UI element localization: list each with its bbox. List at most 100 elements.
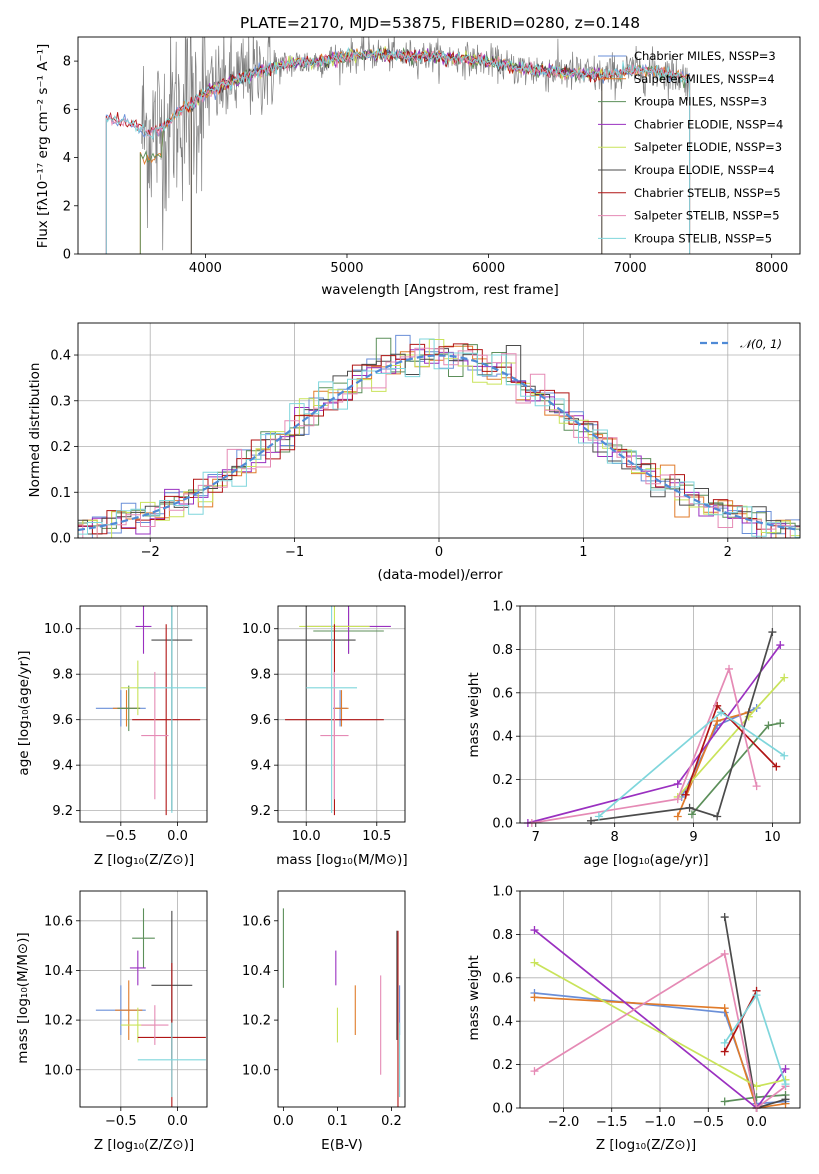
mass-vs-ebv-ytick-label: 10.2 [242, 1014, 271, 1029]
weight-vs-z-marker [752, 1082, 761, 1091]
weight-vs-z-ytick-label: 0.0 [492, 1102, 513, 1117]
weight-vs-z-panel: mass weight Z [log₁₀(Z/Z⊙)] [466, 955, 696, 1153]
weight-vs-age-ylabel: mass weight [466, 672, 482, 757]
mass-vs-z-ytick-label: 10.6 [44, 914, 73, 929]
legend-entry: Chabrier ELODIE, NSSP=4 [634, 117, 783, 131]
weight-vs-z-line [534, 996, 786, 1109]
weight-vs-age-marker [713, 717, 722, 726]
mass-vs-ebv-ytick-label: 10.4 [242, 964, 271, 979]
weight-vs-age-marker [772, 762, 781, 771]
age-vs-mass-ytick-label: 9.8 [250, 668, 271, 683]
weight-vs-age-xtick-label: 10 [764, 830, 781, 845]
weight-vs-age-ytick-label: 0.6 [492, 686, 513, 701]
weight-vs-age-marker [681, 790, 690, 799]
weight-vs-age-marker [780, 673, 789, 682]
weight-vs-z-series [530, 913, 790, 1112]
weight-vs-z-line [534, 952, 787, 1110]
histogram-frame [77, 322, 801, 539]
legend-entry: Salpeter STELIB, NSSP=5 [634, 209, 780, 223]
mass-vs-z-ytick-label: 10.0 [44, 1063, 73, 1078]
weight-vs-age-ytick-label: 0.4 [492, 730, 513, 745]
weight-vs-z-marker [530, 958, 539, 967]
weight-vs-age-marker [673, 779, 682, 788]
weight-vs-z-xtick-label: −1.5 [596, 1115, 628, 1130]
mass-vs-z-plot-area [95, 908, 206, 1107]
histogram-ytick-label: 0.1 [50, 486, 71, 501]
weight-vs-z-frame [519, 890, 801, 1109]
weight-vs-age-marker [713, 812, 722, 821]
weight-vs-age-marker [685, 803, 694, 812]
mass-vs-ebv-ytick-label: 10.6 [242, 914, 271, 929]
age-vs-z-xtick-label: 0.0 [167, 829, 188, 844]
weight-vs-age-ytick-label: 0.0 [492, 817, 513, 832]
mass-vs-z-ylabel: mass [log₁₀(M/M⊙)] [15, 932, 31, 1063]
weight-vs-z-marker [781, 1080, 790, 1089]
mass-vs-z-frame [79, 890, 208, 1108]
histogram-ytick-label: 0.3 [50, 394, 71, 409]
weight-vs-z-ytick-label: 1.0 [492, 885, 513, 900]
weight-vs-age-panel: mass weight age [log₁₀(age/yr)] [466, 672, 709, 868]
weight-vs-age-marker [764, 721, 773, 730]
spectrum-lines [105, 37, 691, 254]
weight-vs-age-marker [717, 708, 726, 717]
weight-vs-age-marker [752, 782, 761, 791]
legend-entry: Chabrier MILES, NSSP=3 [634, 49, 776, 63]
spectrum-ytick-label: 6 [63, 103, 71, 118]
spectrum-model-line [105, 49, 691, 254]
histogram-axes: −2 −1 0 1 2 0.0 0.1 0.2 0.3 0.4 [50, 323, 800, 560]
spectrum-xtick-label: 6000 [472, 261, 505, 276]
age-vs-mass-points [278, 606, 391, 816]
mass-vs-z-ytick-label: 10.2 [44, 1014, 73, 1029]
weight-vs-z-marker [781, 1064, 790, 1073]
mass-vs-z-xtick-label: 0.0 [167, 1114, 188, 1129]
spectrum-ytick-label: 0 [63, 248, 71, 263]
legend-entry: Salpeter MILES, NSSP=4 [634, 72, 775, 86]
spectrum-ytick-label: 2 [63, 199, 71, 214]
age-vs-mass-ytick-label: 9.2 [250, 804, 271, 819]
weight-vs-age-marker [776, 719, 785, 728]
weight-vs-age-ytick-label: 1.0 [492, 600, 513, 615]
mass-vs-ebv-panel: E(B-V) [321, 1137, 363, 1153]
spectrum-legend: Chabrier MILES, NSSP=3 Salpeter MILES, NS… [598, 49, 783, 245]
weight-vs-z-ylabel: mass weight [466, 955, 482, 1040]
weight-vs-z-line [723, 916, 786, 1110]
weight-vs-age-line [590, 631, 774, 822]
mass-vs-z-points [95, 908, 206, 1107]
weight-vs-z-marker [720, 949, 729, 958]
weight-vs-age-series [523, 628, 789, 827]
histogram-steps [78, 334, 800, 538]
histogram-ylabel: Normed distribution [27, 363, 43, 498]
spectrum-xtick-label: 8000 [755, 261, 788, 276]
weight-vs-age-marker [780, 751, 789, 760]
histogram-ytick-label: 0.0 [50, 532, 71, 547]
weight-vs-age-marker [673, 812, 682, 821]
age-vs-z-ytick-label: 9.8 [52, 668, 73, 683]
histogram-xlabel: (data-model)/error [377, 567, 503, 583]
histogram-panel: Normed distribution (data-model)/error [27, 363, 503, 583]
age-vs-mass-xtick-label: 10.5 [362, 829, 391, 844]
histogram-xtick-label: 1 [579, 545, 587, 560]
mass-vs-ebv-xtick-label: 0.1 [327, 1114, 348, 1129]
histogram-series [78, 347, 800, 538]
age-vs-mass-panel: mass [log₁₀(M/M⊙)] [276, 852, 407, 868]
mass-vs-ebv-frame [277, 890, 406, 1108]
legend-entry: Kroupa MILES, NSSP=3 [634, 95, 767, 109]
age-vs-z-ytick-label: 10.0 [44, 622, 73, 637]
weight-vs-z-xtick-label: 0.0 [746, 1115, 767, 1130]
spectrum-ytick-label: 4 [63, 151, 71, 166]
age-vs-mass-plot-area [278, 606, 391, 816]
spectrum-xlabel: wavelength [Angstrom, rest frame] [321, 282, 559, 298]
weight-vs-age-ytick-label: 0.8 [492, 643, 513, 658]
weight-vs-z-marker [530, 1067, 539, 1076]
weight-vs-z-marker [720, 1097, 729, 1106]
mass-vs-ebv-xlabel: E(B-V) [321, 1137, 363, 1153]
age-vs-z-points [95, 606, 206, 816]
weight-vs-z-marker [752, 991, 761, 1000]
age-vs-z-xtick-label: −0.5 [105, 829, 137, 844]
age-vs-z-ytick-label: 9.2 [52, 804, 73, 819]
legend-entry: Chabrier STELIB, NSSP=5 [634, 186, 781, 200]
histogram-xtick-label: −1 [285, 545, 304, 560]
weight-vs-z-marker [720, 1004, 729, 1013]
weight-vs-age-marker [673, 795, 682, 804]
